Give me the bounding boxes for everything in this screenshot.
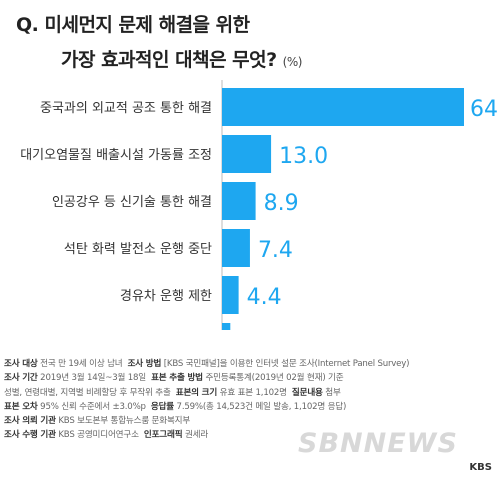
bar bbox=[222, 276, 239, 314]
value-label: 7.4 bbox=[258, 238, 293, 263]
bar bbox=[222, 88, 464, 126]
category-label: 경유차 운행 제한 bbox=[120, 288, 212, 304]
note-line-6: 조사 수행 기관 KBS 공영미디어연구소 인포그래픽 권세라 bbox=[4, 430, 209, 441]
chart-title: Q. 미세먼지 문제 해결을 위한 가장 효과적인 대책은 무엇? (%) bbox=[16, 10, 302, 72]
survey-notes: 조사 대상 전국 만 19세 이상 남녀 조사 방법 [KBS 국민패널]을 이… bbox=[4, 357, 496, 443]
bar bbox=[222, 229, 250, 267]
note-line-3: 성별, 연령대별, 지역별 비례할당 후 무작위 추출 표본의 크기 유효 표본… bbox=[4, 387, 341, 398]
watermark: SBNNEWS bbox=[298, 428, 458, 459]
category-label: 중국과의 외교적 공조 통한 해결 bbox=[40, 101, 212, 116]
note-line-2: 조사 기간 2019년 3월 14일~3월 18일 표본 추출 방법 주민등록통… bbox=[4, 373, 344, 384]
bar bbox=[222, 323, 231, 330]
bar-chart: 중국과의 외교적 공조 통한 해결 64.1 대기오염물질 배출시설 가동률 조정 1… bbox=[20, 80, 500, 330]
kbs-logo: KBS bbox=[469, 462, 492, 473]
note-line-4: 표본 오차 95% 신뢰 수준에서 ±3.0%p 응답률 7.59%(총 14,… bbox=[4, 401, 347, 412]
value-label: 13.0 bbox=[279, 144, 328, 169]
note-line-1: 조사 대상 전국 만 19세 이상 남녀 조사 방법 [KBS 국민패널]을 이… bbox=[4, 359, 410, 369]
category-label: 석탄 화력 발전소 운행 중단 bbox=[64, 241, 212, 257]
category-label: 인공강우 등 신기술 통한 해결 bbox=[52, 195, 212, 210]
value-label: 4.4 bbox=[247, 285, 282, 310]
value-label: 8.9 bbox=[264, 191, 299, 216]
bar bbox=[222, 135, 272, 173]
unit-label: (%) bbox=[282, 55, 303, 69]
title-line-1: Q. 미세먼지 문제 해결을 위한 bbox=[16, 14, 250, 36]
title-line-2-text: 가장 효과적인 대책은 무엇? bbox=[61, 49, 277, 71]
value-label: 64.1 bbox=[470, 97, 500, 122]
category-label: 대기오염물질 배출시설 가동률 조정 bbox=[20, 148, 212, 163]
bar bbox=[222, 182, 256, 220]
title-line-2: 가장 효과적인 대책은 무엇? (%) bbox=[61, 45, 302, 72]
note-line-5: 조사 의뢰 기관 KBS 보도본부 통합뉴스룸 문화복지부 bbox=[4, 416, 191, 427]
